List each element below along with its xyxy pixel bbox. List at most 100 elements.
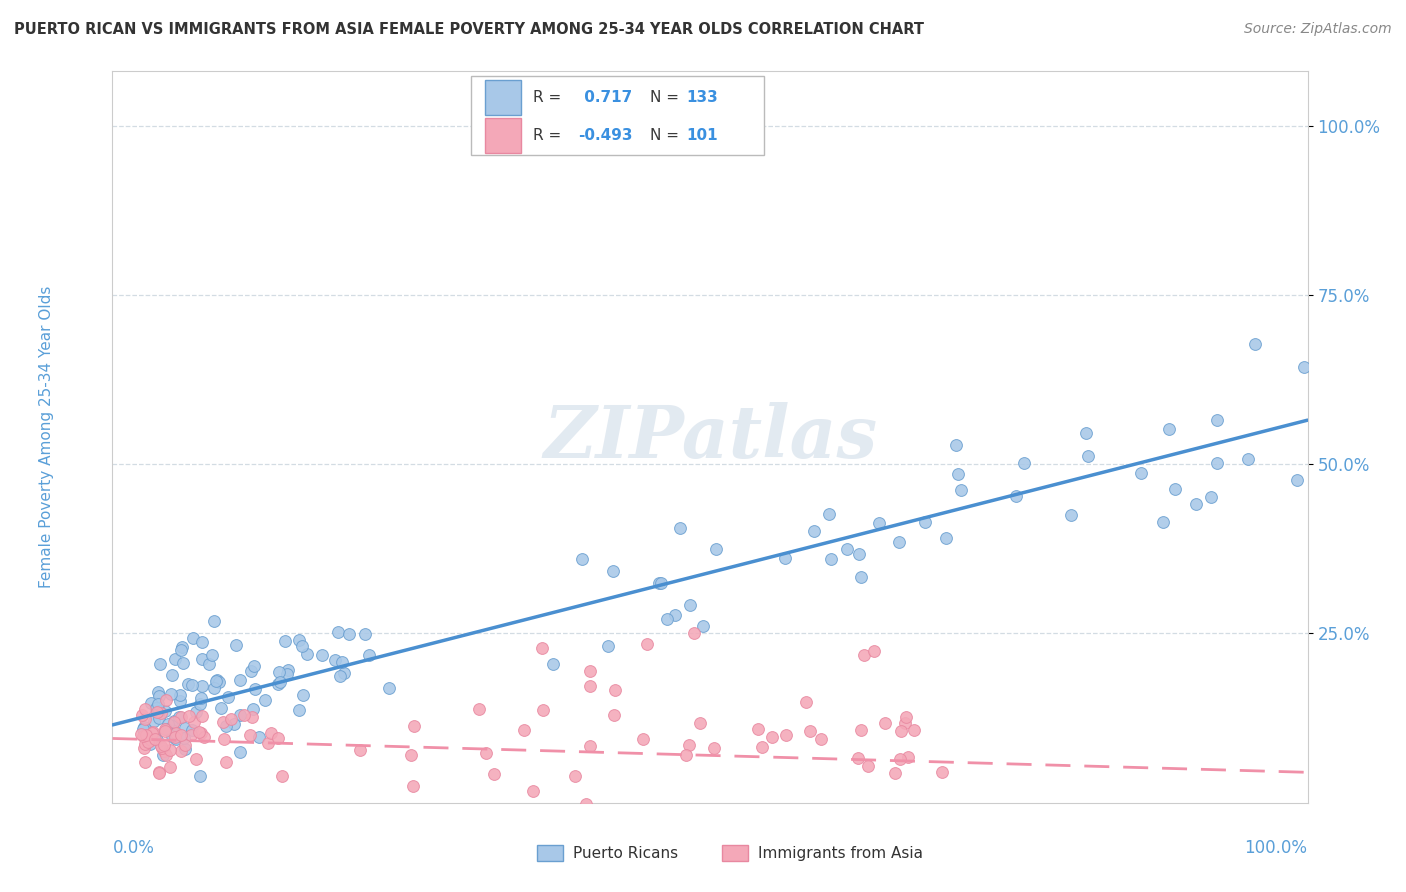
Point (153, 704, 176, 718)
Point (188, 769, 211, 783)
Point (773, 551, 796, 566)
Point (173, 741, 195, 756)
Point (148, 704, 170, 718)
Point (703, 740, 725, 755)
Point (173, 731, 195, 745)
Point (330, 655, 353, 669)
Point (747, 723, 769, 737)
Point (682, 626, 704, 640)
Point (578, 679, 600, 693)
Point (1012, 456, 1035, 470)
Point (675, 747, 697, 762)
Point (323, 653, 346, 667)
Point (170, 744, 193, 758)
Point (142, 714, 165, 728)
Point (239, 728, 262, 742)
Point (267, 665, 290, 679)
Text: -0.493: -0.493 (579, 128, 633, 143)
Point (149, 739, 172, 753)
Point (531, 703, 554, 717)
Point (155, 692, 177, 706)
Point (134, 755, 156, 769)
Point (135, 728, 157, 742)
Point (887, 534, 910, 549)
Point (215, 719, 238, 733)
Point (276, 666, 298, 681)
Point (131, 708, 153, 723)
Point (240, 664, 263, 678)
Point (287, 633, 309, 648)
Point (803, 524, 825, 539)
Point (810, 732, 832, 747)
Text: Immigrants from Asia: Immigrants from Asia (758, 846, 922, 861)
Point (132, 729, 155, 743)
Point (215, 755, 238, 769)
Point (136, 728, 159, 742)
Bar (485, 79, 522, 115)
Point (267, 677, 290, 691)
Point (849, 570, 872, 584)
Point (212, 731, 235, 746)
Point (146, 733, 169, 747)
Point (849, 723, 872, 737)
Point (145, 700, 167, 714)
Point (174, 721, 197, 735)
Point (184, 705, 207, 719)
Point (329, 669, 352, 683)
Point (648, 576, 671, 591)
Point (193, 730, 215, 744)
Point (1077, 449, 1099, 463)
Point (233, 707, 256, 722)
Point (198, 657, 221, 671)
Point (894, 715, 917, 730)
Point (153, 724, 176, 739)
Point (890, 723, 912, 738)
Point (159, 760, 181, 774)
Point (242, 701, 264, 715)
Point (664, 607, 686, 622)
Point (240, 710, 263, 724)
Text: 0.0%: 0.0% (112, 839, 155, 857)
Point (751, 739, 773, 754)
Point (191, 679, 214, 693)
Point (349, 742, 371, 756)
Point (946, 467, 969, 482)
Point (267, 731, 290, 745)
Point (183, 715, 205, 730)
Text: N =: N = (650, 90, 685, 104)
Point (129, 727, 152, 741)
Point (650, 575, 672, 590)
Point (513, 723, 536, 738)
Point (297, 647, 319, 661)
Point (229, 673, 252, 687)
Point (292, 688, 315, 702)
Point (468, 702, 491, 716)
Point (1292, 359, 1315, 374)
Point (474, 746, 496, 760)
Point (202, 681, 225, 695)
Text: 0.717: 0.717 (579, 90, 631, 104)
Point (896, 710, 918, 724)
Point (679, 598, 702, 612)
Point (402, 719, 425, 733)
Text: 100.0%: 100.0% (1244, 839, 1308, 857)
Point (706, 542, 728, 557)
Text: Female Poverty Among 25-34 Year Olds: Female Poverty Among 25-34 Year Olds (39, 286, 55, 588)
Point (531, 641, 554, 656)
Point (202, 615, 225, 629)
Point (678, 738, 700, 752)
Point (935, 531, 957, 545)
Text: R =: R = (533, 90, 567, 104)
Point (1236, 452, 1258, 467)
Point (201, 648, 224, 662)
Point (181, 723, 204, 738)
Point (636, 637, 658, 651)
Point (1164, 482, 1187, 496)
Point (159, 743, 181, 757)
Point (794, 695, 817, 709)
Point (180, 728, 202, 742)
Point (188, 697, 211, 711)
Point (354, 627, 377, 641)
Point (146, 697, 169, 711)
Point (333, 666, 356, 681)
